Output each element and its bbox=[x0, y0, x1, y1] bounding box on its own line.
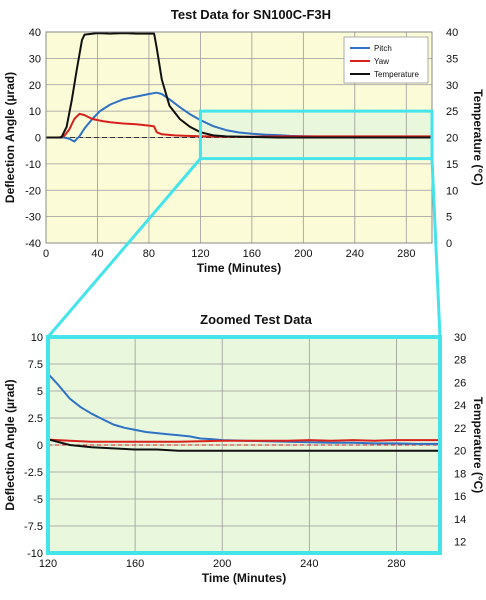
x-tick-label: 160 bbox=[243, 248, 261, 260]
main-y-axis-label: Deflection Angle (µrad) bbox=[3, 72, 17, 203]
zoomed-y-axis-label: Deflection Angle (µrad) bbox=[3, 379, 17, 510]
y2-tick-label: 0 bbox=[446, 238, 452, 250]
x-tick-label: 240 bbox=[346, 248, 364, 260]
zoom-connectors bbox=[46, 157, 442, 338]
x-tick-label: 200 bbox=[213, 558, 231, 570]
y2-tick-label: 25 bbox=[446, 106, 458, 118]
y2-tick-label: 28 bbox=[454, 355, 466, 367]
y-tick-label: -5 bbox=[33, 494, 43, 506]
y-tick-label: 2.5 bbox=[28, 413, 43, 425]
y2-tick-label: 10 bbox=[446, 185, 458, 197]
y-tick-label: 20 bbox=[29, 80, 41, 92]
series-temperature-line bbox=[46, 32, 432, 139]
main-chart-title: Test Data for SN100C-F3H bbox=[171, 7, 331, 22]
y-tick-label: 10 bbox=[29, 106, 41, 118]
zoomed-plot-frame bbox=[46, 335, 442, 555]
y-tick-label: 40 bbox=[29, 27, 41, 39]
main-tick-labels: 0 40 80 120 160 200 240 280-40-30-20-1001020304… bbox=[25, 27, 458, 260]
x-tick-label: 40 bbox=[91, 248, 103, 260]
y-tick-label: -7.5 bbox=[24, 521, 43, 533]
main-x-axis-label: Time (Minutes) bbox=[197, 261, 281, 275]
y2-tick-label: 30 bbox=[446, 80, 458, 92]
y2-tick-label: 35 bbox=[446, 53, 458, 65]
x-tick-label: 120 bbox=[191, 248, 209, 260]
legend-box bbox=[343, 36, 429, 84]
legend-label-yaw: Yaw bbox=[374, 57, 389, 66]
y-tick-label: 30 bbox=[29, 53, 41, 65]
y2-tick-label: 16 bbox=[454, 491, 466, 503]
x-tick-label: 280 bbox=[387, 558, 405, 570]
x-tick-label: 80 bbox=[143, 248, 155, 260]
legend-label-temperature: Temperature bbox=[374, 70, 419, 79]
y2-tick-label: 12 bbox=[454, 537, 466, 549]
y-tick-label: -30 bbox=[25, 212, 41, 224]
y-tick-label: 7.5 bbox=[28, 359, 43, 371]
x-tick-label: 280 bbox=[397, 248, 415, 260]
y2-tick-label: 30 bbox=[454, 332, 466, 344]
y-tick-label: 5 bbox=[37, 386, 43, 398]
zoomed-chart-title: Zoomed Test Data bbox=[200, 312, 312, 327]
y-tick-label: 0 bbox=[35, 133, 41, 145]
main-y2-axis-label: Temperature (°C) bbox=[471, 89, 485, 186]
zoomed-tick-labels: 120 160 200 240 280 -10 -7.5 -5 -2.5 0 2.5 5 7.5 10 12… bbox=[24, 332, 466, 570]
y2-tick-label: 18 bbox=[454, 468, 466, 480]
y2-tick-label: 24 bbox=[454, 400, 466, 412]
x-tick-label: 240 bbox=[300, 558, 318, 570]
main-series-group bbox=[46, 32, 433, 143]
main-legend: Pitch Yaw Temperature bbox=[343, 36, 429, 84]
x-tick-label: 160 bbox=[126, 558, 144, 570]
y2-tick-label: 20 bbox=[454, 446, 466, 458]
x-tick-label: 200 bbox=[294, 248, 312, 260]
zoomed-y2-axis-label: Temperature (°C) bbox=[471, 397, 485, 494]
y-tick-label: 0 bbox=[37, 440, 43, 452]
series-temperature-line bbox=[47, 438, 440, 452]
connector-right bbox=[430, 158, 442, 338]
y2-tick-label: 26 bbox=[454, 377, 466, 389]
y2-tick-label: 5 bbox=[446, 212, 452, 224]
y-tick-label: -10 bbox=[25, 159, 41, 171]
legend-label-pitch: Pitch bbox=[374, 44, 392, 53]
zoom-box bbox=[198, 109, 434, 161]
zoom-region-fill bbox=[200, 111, 432, 159]
y-tick-label: -2.5 bbox=[24, 467, 43, 479]
y-tick-label: -40 bbox=[25, 238, 41, 250]
zoomed-x-axis-label: Time (Minutes) bbox=[202, 571, 286, 585]
series-yaw-line bbox=[47, 438, 440, 443]
y2-tick-label: 15 bbox=[446, 159, 458, 171]
y-tick-label: -20 bbox=[25, 185, 41, 197]
series-pitch-line bbox=[47, 373, 440, 445]
main-chart: 0 40 80 120 160 200 240 280-40-30-20-1001020304… bbox=[3, 7, 485, 275]
y2-tick-label: 14 bbox=[454, 514, 466, 526]
x-tick-label: 120 bbox=[39, 558, 57, 570]
series-yaw-line bbox=[46, 112, 432, 139]
zoomed-chart: 120 160 200 240 280 -10 -7.5 -5 -2.5 0 2.5 5 7.5 10 12… bbox=[3, 312, 485, 585]
y-tick-label: -10 bbox=[27, 548, 43, 560]
y2-tick-label: 20 bbox=[446, 133, 458, 145]
y2-tick-label: 40 bbox=[446, 27, 458, 39]
y2-tick-label: 22 bbox=[454, 423, 466, 435]
connector-left bbox=[46, 157, 202, 338]
x-tick-label: 0 bbox=[43, 248, 49, 260]
zoomed-series-group bbox=[47, 373, 440, 452]
y-tick-label: 10 bbox=[31, 332, 43, 344]
